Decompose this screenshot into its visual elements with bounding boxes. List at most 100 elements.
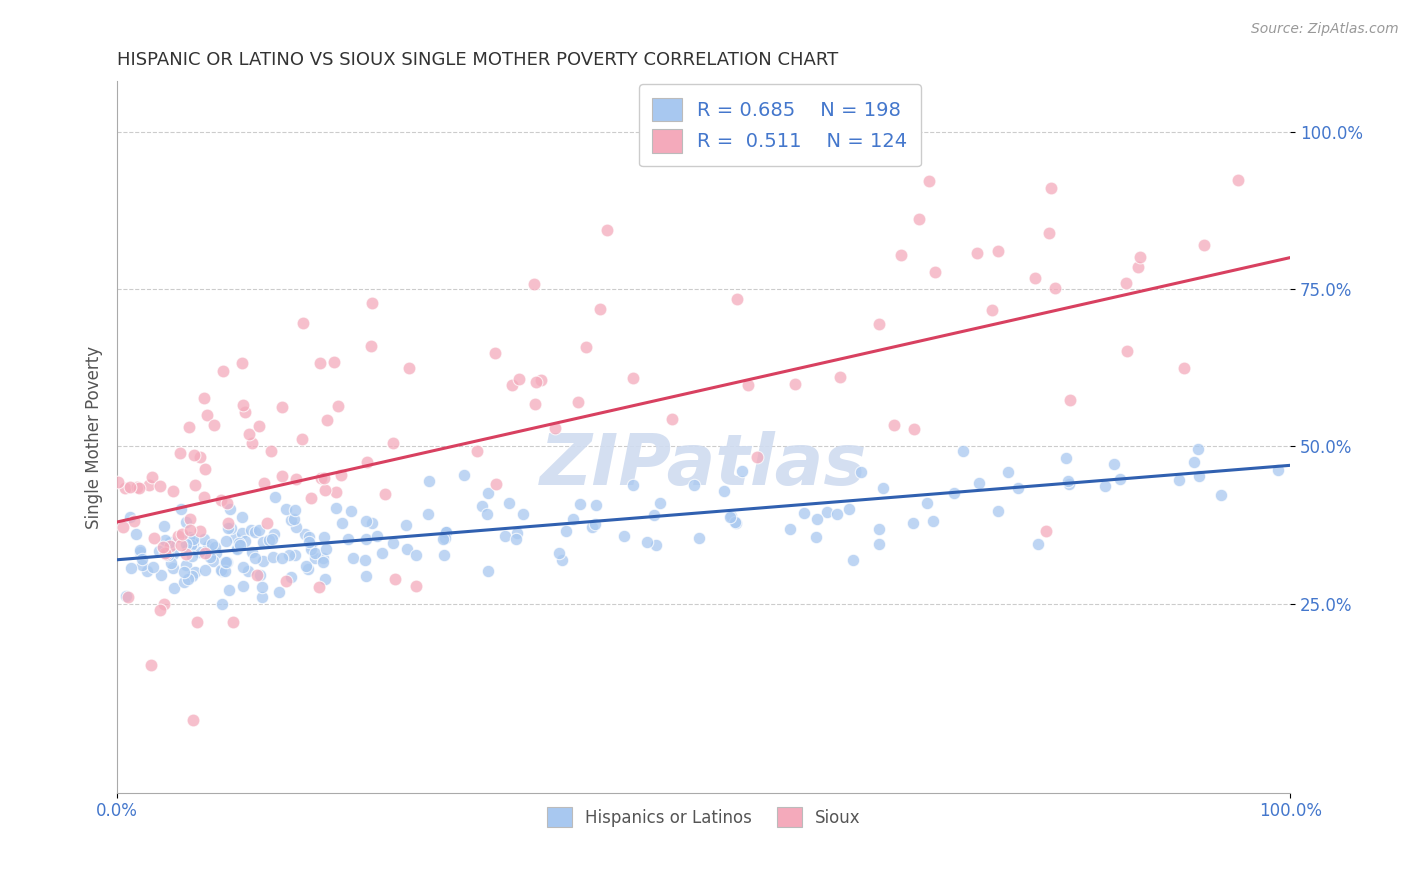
Point [561,512,583,526]
Point [299,538,322,552]
Point [174,558,197,572]
Point [298,534,321,549]
Point [232,579,254,593]
Point [218,516,240,531]
Point [323,354,346,368]
Point [211,364,233,378]
Point [688,531,710,545]
Point [986,244,1008,258]
Point [530,373,553,387]
Point [718,510,741,524]
Point [485,476,508,491]
Point [868,523,890,537]
Point [215,555,238,569]
Point [643,508,665,523]
Point [294,559,316,574]
Point [339,504,361,518]
Point [1182,455,1205,469]
Point [263,527,285,541]
Point [883,418,905,433]
Point [276,502,298,516]
Point [215,533,238,548]
Point [149,479,172,493]
Point [153,545,176,559]
Point [204,540,226,554]
Point [1045,280,1067,294]
Point [249,523,271,537]
Point [360,339,382,353]
Point [181,713,204,727]
Point [311,555,333,569]
Point [183,448,205,462]
Point [314,483,336,497]
Point [211,597,233,611]
Point [416,507,439,521]
Point [1059,392,1081,407]
Point [997,466,1019,480]
Point [271,400,294,414]
Point [1054,450,1077,465]
Legend: Hispanics or Latinos, Sioux: Hispanics or Latinos, Sioux [540,800,868,834]
Point [842,553,865,567]
Point [330,467,353,482]
Point [815,505,838,519]
Point [181,549,204,564]
Point [361,516,384,530]
Point [205,546,228,560]
Point [218,583,240,598]
Point [167,528,190,542]
Point [180,538,202,552]
Point [1129,250,1152,264]
Point [648,496,671,510]
Point [128,544,150,558]
Point [153,533,176,547]
Point [193,490,215,504]
Point [398,361,420,376]
Point [308,356,330,370]
Point [118,480,141,494]
Point [252,535,274,549]
Point [278,548,301,562]
Point [232,398,254,412]
Point [1026,537,1049,551]
Point [943,486,966,500]
Point [174,516,197,530]
Point [987,504,1010,518]
Point [243,524,266,539]
Point [177,572,200,586]
Point [806,512,828,526]
Text: ZIPatlas: ZIPatlas [540,431,868,500]
Point [644,538,666,552]
Y-axis label: Single Mother Poverty: Single Mother Poverty [86,345,103,529]
Point [326,399,349,413]
Point [1226,173,1249,187]
Point [252,554,274,568]
Point [271,468,294,483]
Point [381,436,404,450]
Point [682,478,704,492]
Point [374,487,396,501]
Point [308,580,330,594]
Point [342,550,364,565]
Point [217,521,239,535]
Point [163,581,186,595]
Point [155,548,177,562]
Point [523,396,546,410]
Point [1115,276,1137,290]
Point [434,524,457,539]
Point [159,534,181,549]
Point [141,658,163,673]
Point [143,531,166,545]
Point [240,523,263,537]
Point [280,569,302,583]
Point [1057,474,1080,488]
Point [148,544,170,558]
Point [169,445,191,459]
Point [967,476,990,491]
Point [170,526,193,541]
Point [111,520,134,534]
Point [197,540,219,554]
Point [336,533,359,547]
Point [325,485,347,500]
Point [720,509,742,524]
